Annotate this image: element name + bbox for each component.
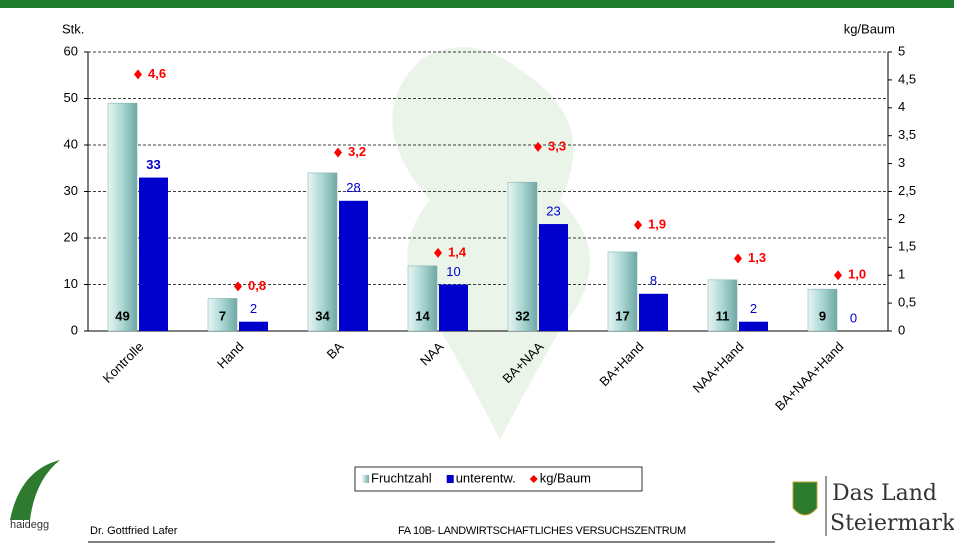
marker-value-label: 1,9: [648, 216, 666, 231]
y2-tick-label: 2,5: [898, 183, 916, 198]
marker: [234, 281, 242, 292]
y2-tick-label: 4,5: [898, 71, 916, 86]
bar-value-label: 7: [219, 308, 226, 323]
bar: [439, 284, 468, 331]
bar-value-label: 2: [250, 301, 257, 316]
bar: [339, 200, 368, 331]
bar: [507, 181, 538, 332]
marker-value-label: 1,3: [748, 250, 766, 265]
bar-value-label: 11: [716, 308, 730, 323]
bar: [639, 293, 668, 331]
marker: [634, 219, 642, 230]
y2-tick-label: 0,5: [898, 295, 916, 310]
legend-label: Fruchtzahl: [371, 470, 432, 485]
marker: [834, 270, 842, 281]
marker-value-label: 0,8: [248, 278, 266, 293]
bar: [139, 177, 168, 331]
marker: [534, 141, 542, 152]
bar-value-label: 49: [115, 308, 129, 323]
y2-axis-label: kg/Baum: [844, 21, 895, 36]
bar: [307, 172, 338, 332]
x-tick-label: BA+Hand: [596, 339, 646, 389]
y-tick-label: 50: [64, 90, 78, 105]
bar-value-label: 34: [315, 308, 330, 323]
bar-value-label: 14: [415, 308, 430, 323]
bar-value-label: 17: [615, 308, 629, 323]
y2-tick-label: 3: [898, 155, 905, 170]
top-bar: [0, 0, 954, 8]
marker-value-label: 1,4: [448, 244, 467, 259]
x-tick-label: Kontrolle: [100, 339, 147, 386]
legend-swatch: [446, 475, 454, 483]
y2-tick-label: 5: [898, 43, 905, 58]
bar: [807, 288, 838, 332]
y2-tick-label: 4: [898, 99, 905, 114]
x-tick-label: BA: [324, 339, 347, 362]
legend: [354, 466, 643, 492]
y2-tick-label: 1: [898, 267, 905, 282]
marker: [734, 253, 742, 264]
bar-value-label: 2: [750, 301, 757, 316]
x-tick-label: NAA+Hand: [690, 339, 747, 396]
bar-value-label: 32: [515, 308, 529, 323]
institution: FA 10B- LANDWIRTSCHAFTLICHES VERSUCHSZEN…: [398, 525, 686, 537]
author: Dr. Gottfried Lafer: [90, 525, 178, 537]
logo-text-2: Steiermark: [830, 511, 954, 536]
y-tick-label: 20: [64, 229, 78, 244]
bar-value-label: 9: [819, 308, 826, 323]
bar: [607, 251, 638, 332]
x-tick-label: NAA: [417, 339, 447, 369]
legend-swatch: [362, 475, 369, 483]
bar-value-label: 8: [650, 273, 657, 288]
bar-value-label: 23: [546, 203, 560, 218]
bar-value-label: 10: [446, 264, 460, 279]
x-tick-label: Hand: [214, 339, 247, 372]
bar-value-label: 28: [346, 180, 360, 195]
coat-of-arms: [792, 481, 818, 516]
logo-text-1: Das Land: [832, 481, 937, 506]
bar-value-label: 0: [850, 310, 857, 325]
marker: [434, 247, 442, 258]
logo-text: haidegg: [10, 519, 49, 531]
bar: [739, 321, 768, 331]
y2-tick-label: 3,5: [898, 127, 916, 142]
y-tick-label: 30: [64, 183, 78, 198]
bar-value-label: 33: [146, 157, 160, 172]
y-tick-label: 60: [64, 43, 78, 58]
y-tick-label: 40: [64, 136, 78, 151]
marker: [334, 147, 342, 158]
y2-tick-label: 1,5: [898, 239, 916, 254]
marker-value-label: 3,3: [548, 138, 566, 153]
y2-tick-label: 2: [898, 211, 905, 226]
marker-value-label: 4,6: [148, 66, 166, 81]
bar: [239, 321, 268, 331]
y-axis-label: Stk.: [62, 21, 84, 36]
marker-value-label: 3,2: [348, 144, 366, 159]
bar: [539, 224, 568, 331]
bar: [107, 102, 138, 332]
marker: [134, 69, 142, 80]
y-tick-label: 0: [71, 322, 78, 337]
logo-left: [10, 460, 60, 520]
bar: [707, 279, 738, 332]
legend-label: kg/Baum: [540, 470, 591, 485]
legend-label: unterentw.: [456, 470, 516, 485]
marker-value-label: 1,0: [848, 267, 866, 282]
bar: [407, 265, 438, 332]
y2-tick-label: 0: [898, 322, 905, 337]
y-tick-label: 10: [64, 276, 78, 291]
legend-marker: [529, 475, 538, 483]
x-tick-label: BA+NAA+Hand: [772, 339, 846, 413]
bar: [207, 298, 238, 332]
